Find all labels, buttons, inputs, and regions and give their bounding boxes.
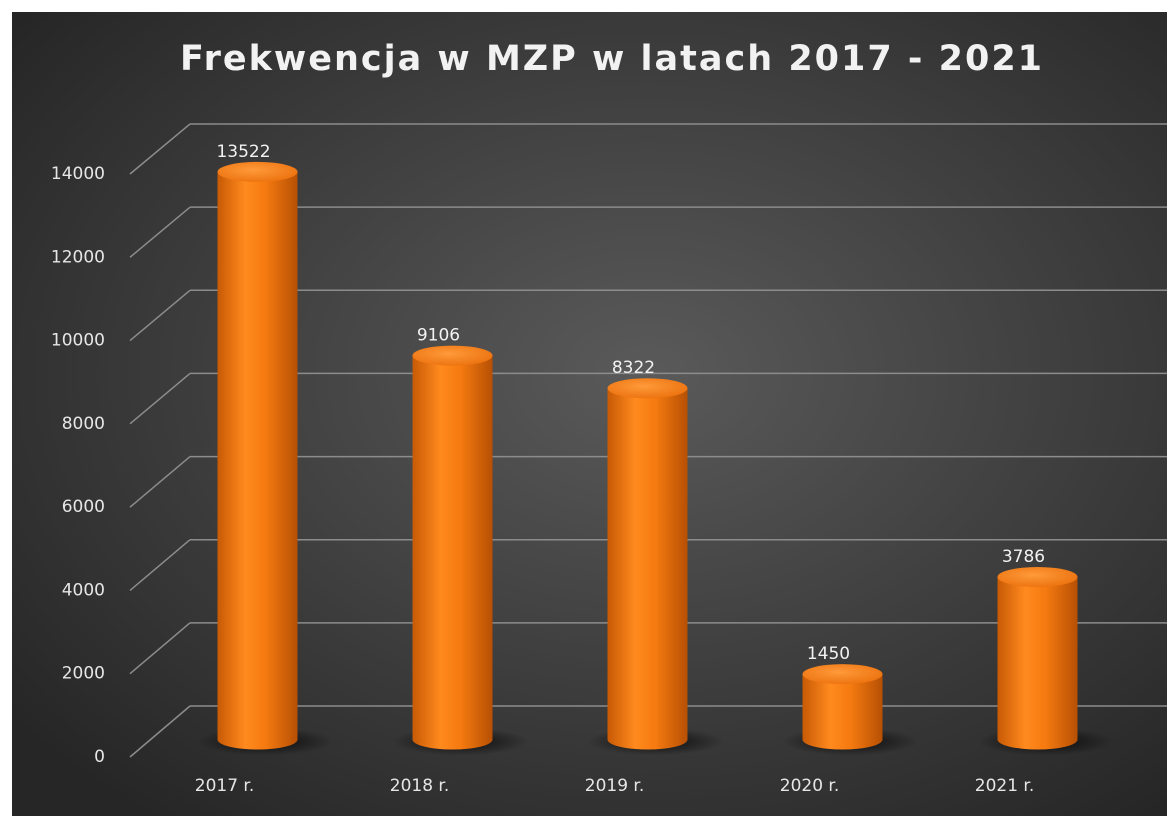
grid-line (129, 123, 191, 175)
y-tick-label: 10000 (51, 331, 105, 351)
bar-top (607, 378, 688, 399)
y-tick-label: 2000 (62, 664, 105, 684)
y-tick-label: 0 (94, 747, 105, 767)
bar (802, 664, 883, 750)
x-tick-label: 2017 r. (195, 776, 255, 796)
value-label: 1450 (807, 644, 850, 664)
bar-body (607, 388, 688, 750)
value-label: 9106 (417, 326, 460, 346)
bar-body (412, 355, 493, 750)
bar (412, 345, 493, 750)
grid-line (129, 372, 191, 425)
grid-line (129, 455, 191, 508)
bar-top (412, 345, 493, 366)
x-tick-label: 2018 r. (390, 776, 450, 796)
bar-top (997, 566, 1078, 587)
grid-line (129, 705, 191, 758)
grid-line (129, 622, 191, 675)
chart-title: Frekwencja w MZP w latach 2017 - 2021 (180, 39, 1044, 79)
y-tick-label: 4000 (62, 580, 105, 600)
y-tick-label: 12000 (51, 247, 105, 267)
bar-body (997, 576, 1078, 750)
bar (997, 566, 1078, 750)
bar-body (802, 674, 883, 750)
grid-line (129, 539, 191, 592)
y-tick-label: 6000 (62, 497, 105, 517)
y-tick-label: 8000 (62, 414, 105, 434)
grid-line (129, 289, 191, 342)
bar-body (217, 171, 298, 750)
bar-top (802, 664, 883, 685)
bar-top (217, 161, 298, 182)
x-tick-label: 2020 r. (780, 776, 840, 796)
y-tick-label: 14000 (51, 164, 105, 184)
grid-line (129, 206, 191, 258)
x-tick-label: 2019 r. (585, 776, 645, 796)
x-tick-label: 2021 r. (975, 776, 1035, 796)
value-label: 8322 (612, 358, 655, 378)
value-label: 3786 (1002, 547, 1045, 567)
value-label: 13522 (216, 142, 270, 162)
bar (217, 161, 298, 750)
bar (607, 378, 688, 750)
chart-background (12, 12, 1167, 816)
